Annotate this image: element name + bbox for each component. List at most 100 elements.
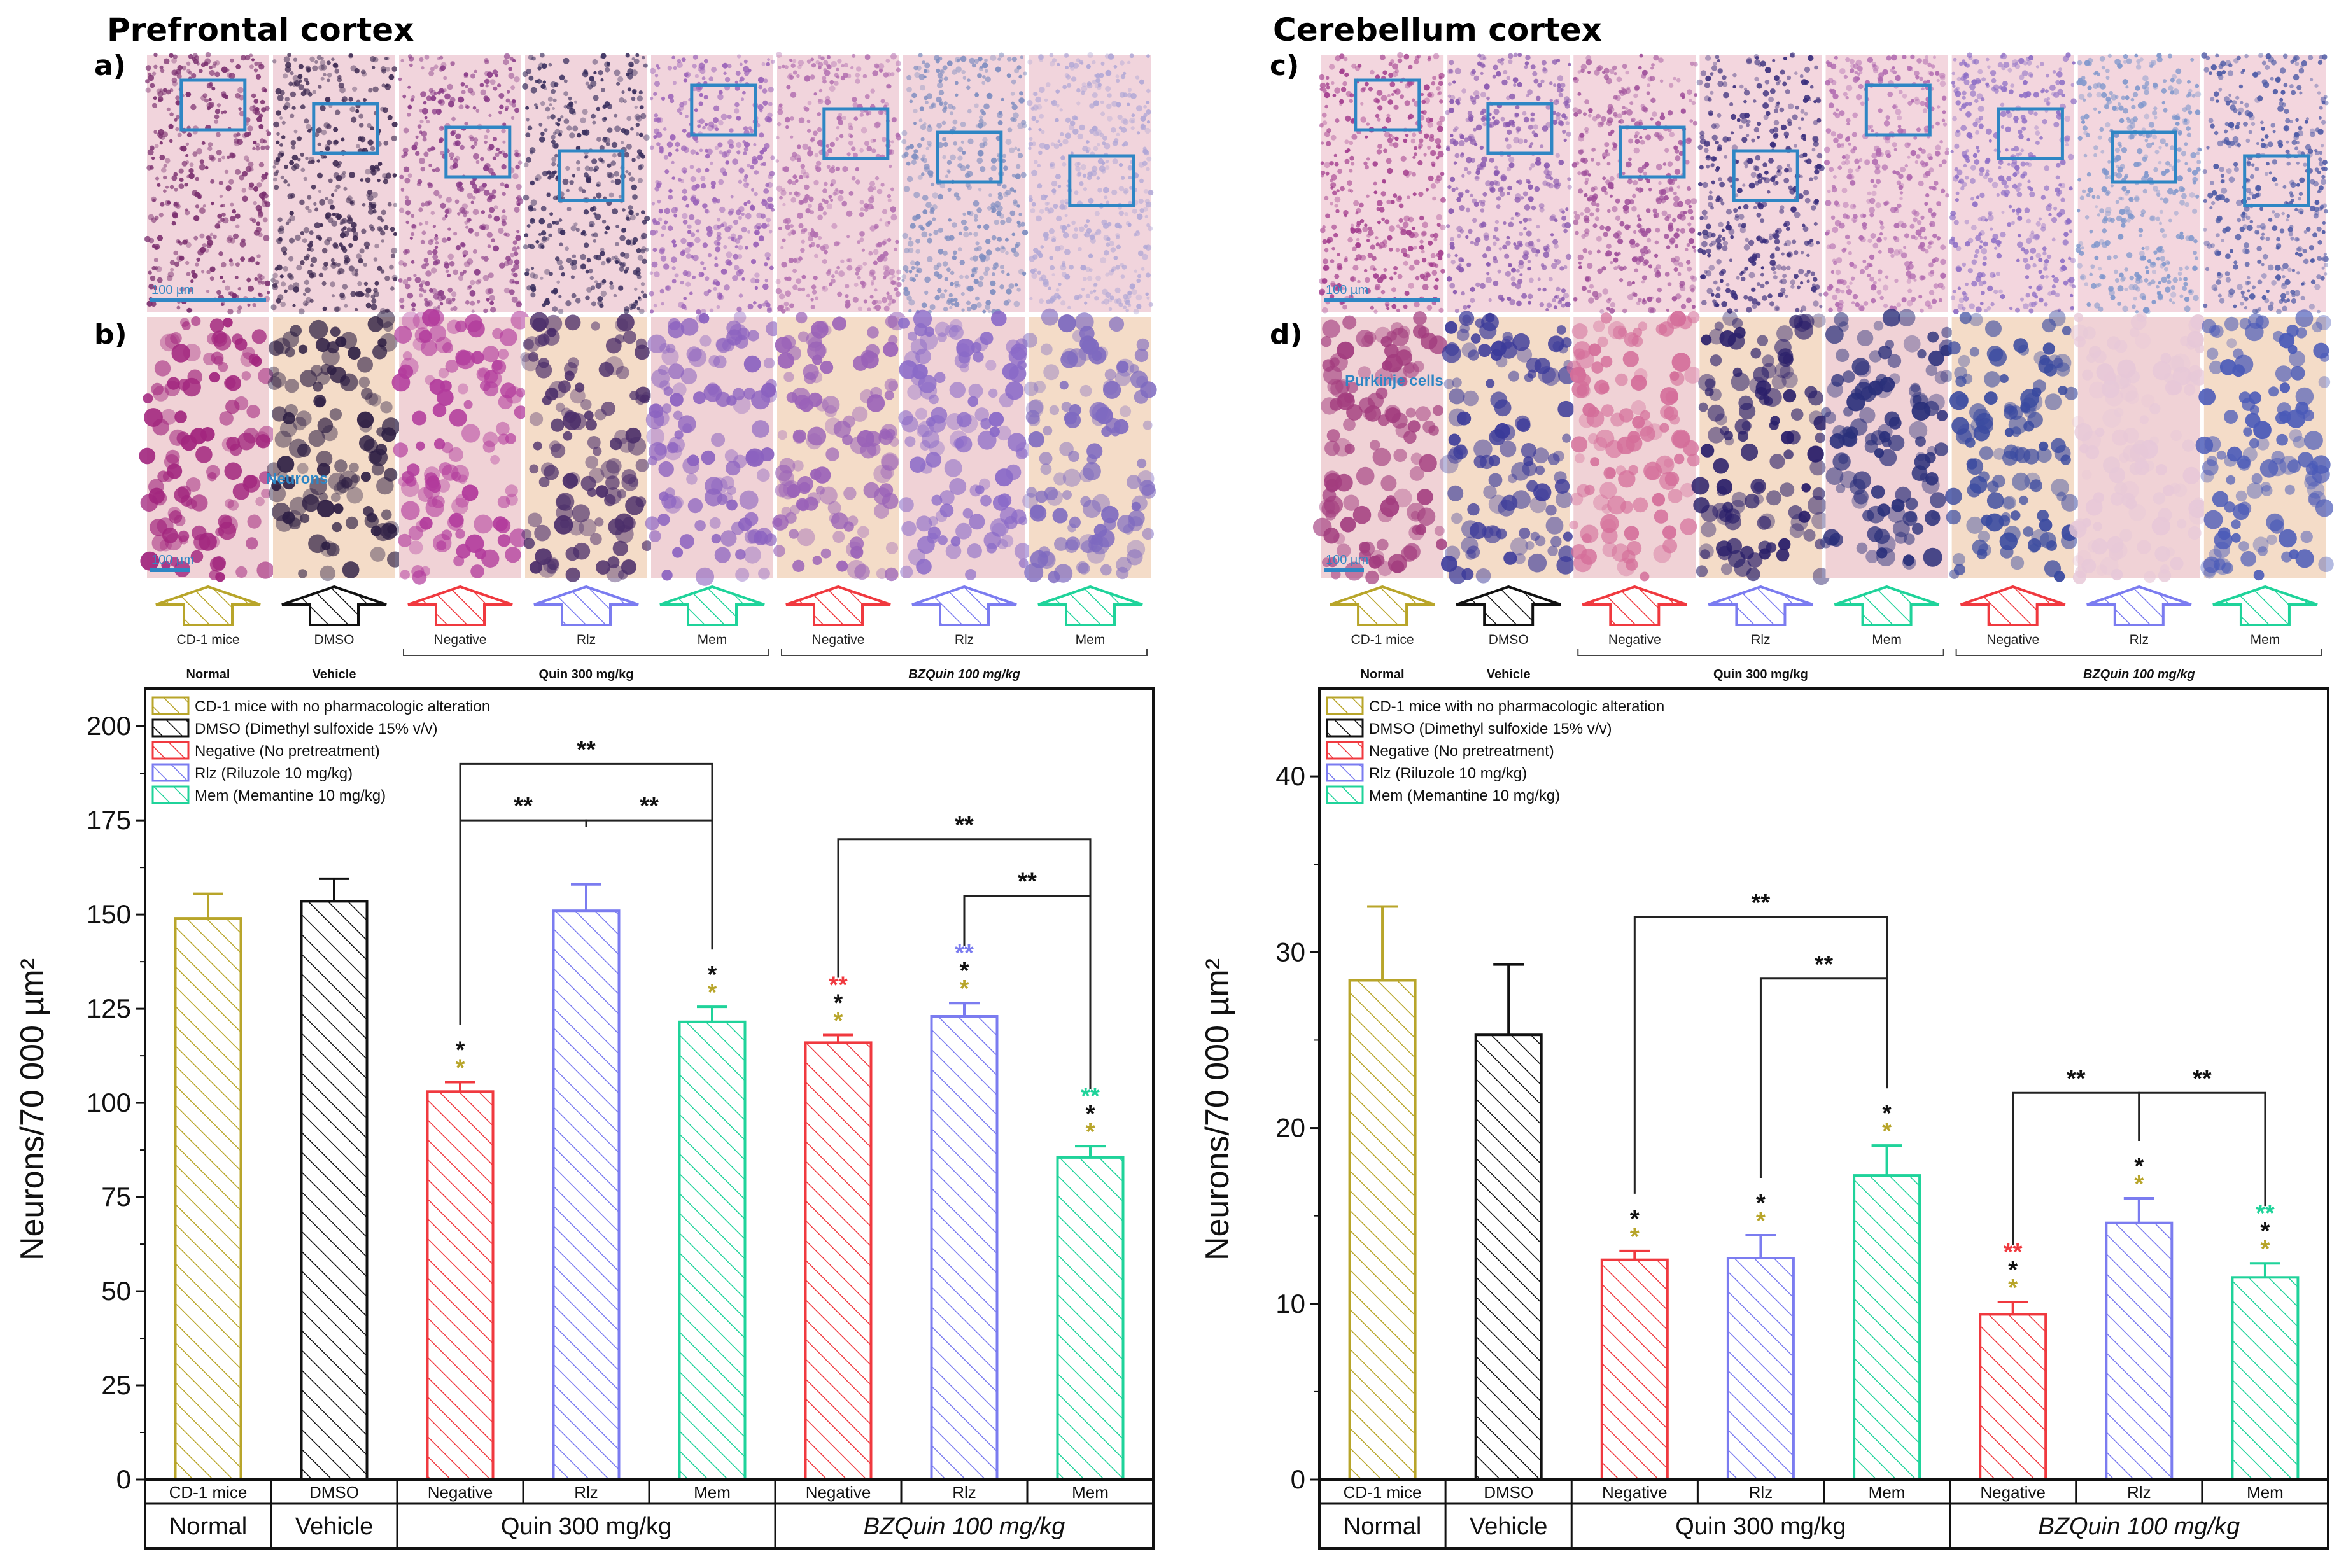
cell-dot — [762, 100, 768, 106]
cell-dot — [604, 61, 610, 68]
cell-dot — [1107, 116, 1113, 122]
cell-dot — [980, 109, 985, 113]
cell-dot — [514, 259, 520, 265]
cell-dot — [439, 99, 444, 104]
cell-dot — [383, 468, 398, 482]
cell-dot — [609, 281, 614, 285]
cell-dot — [1006, 272, 1010, 276]
micrograph-top-6 — [775, 52, 902, 314]
cell-dot — [1393, 271, 1397, 275]
cell-dot — [470, 564, 484, 578]
cell-dot — [690, 149, 696, 155]
cell-dot — [365, 293, 370, 298]
cell-dot — [1386, 113, 1391, 118]
cell-dot — [485, 288, 492, 295]
cell-dot — [604, 101, 610, 107]
cell-dot — [168, 123, 174, 129]
cell-dot — [1100, 100, 1104, 104]
cell-dot — [540, 83, 546, 89]
cell-dot — [496, 421, 510, 436]
cell-dot — [237, 287, 241, 291]
cell-dot — [779, 458, 796, 474]
cell-dot — [661, 494, 677, 509]
cell-dot — [777, 430, 787, 440]
cell-dot — [692, 199, 699, 206]
cell-dot — [189, 162, 194, 167]
cell-dot — [310, 159, 315, 164]
cell-dot — [799, 174, 804, 179]
cell-dot — [1337, 169, 1343, 174]
arrow-group-label: Vehicle — [313, 668, 356, 682]
cell-dot — [768, 102, 773, 106]
cell-dot — [1403, 169, 1410, 176]
cell-dot — [727, 139, 734, 146]
cell-dot — [878, 68, 883, 73]
cell-dot — [206, 235, 211, 241]
cell-dot — [764, 279, 768, 283]
cell-dot — [575, 382, 585, 393]
cell-dot — [530, 244, 535, 249]
cell-dot — [1136, 338, 1149, 351]
cell-dot — [1419, 239, 1424, 244]
cell-dot — [926, 125, 933, 132]
cell-dot — [221, 91, 227, 97]
cell-dot — [276, 110, 282, 116]
cell-dot — [191, 73, 197, 79]
cell-dot — [714, 145, 719, 150]
cell-dot — [1010, 91, 1015, 96]
cell-dot — [633, 237, 638, 243]
cell-dot — [1055, 173, 1061, 179]
cell-dot — [1036, 215, 1042, 222]
cell-dot — [679, 534, 694, 549]
cell-dot — [592, 120, 596, 125]
cell-dot — [1052, 508, 1068, 524]
cell-dot — [433, 190, 440, 197]
cell-dot — [1123, 141, 1128, 146]
cell-dot — [423, 289, 427, 293]
cell-dot — [444, 261, 449, 265]
legend-swatch — [151, 696, 190, 715]
cell-dot — [180, 318, 190, 327]
cell-dot — [1119, 92, 1126, 98]
cell-dot — [1417, 146, 1422, 150]
cell-dot — [1024, 563, 1044, 582]
cell-dot — [639, 132, 643, 137]
cell-dot — [834, 241, 839, 247]
cell-dot — [908, 270, 913, 274]
cell-dot — [1381, 217, 1385, 221]
cell-dot — [412, 311, 431, 330]
cell-dot — [500, 382, 516, 399]
cell-dot — [1076, 88, 1081, 93]
cell-dot — [1377, 117, 1381, 122]
cell-dot — [1388, 73, 1394, 78]
cell-dot — [1120, 74, 1126, 80]
cell-dot — [855, 78, 860, 84]
cell-dot — [470, 144, 475, 150]
cell-dot — [316, 55, 322, 60]
cell-dot — [548, 62, 552, 67]
cell-dot — [1038, 128, 1042, 132]
micrograph-top-7 — [901, 52, 1029, 315]
cell-dot — [335, 109, 341, 115]
cell-dot — [1372, 447, 1391, 466]
cell-dot — [1398, 218, 1403, 223]
cell-dot — [237, 139, 243, 146]
cell-dot — [488, 167, 494, 174]
cell-dot — [1075, 165, 1081, 172]
cell-dot — [492, 69, 498, 75]
cell-dot — [377, 162, 383, 166]
cell-dot — [278, 225, 284, 232]
cell-dot — [211, 201, 214, 206]
cell-dot — [271, 480, 282, 491]
cell-dot — [698, 101, 703, 106]
cell-dot — [516, 246, 520, 250]
cell-dot — [178, 168, 184, 174]
cell-dot — [804, 184, 810, 190]
cell-dot — [1349, 294, 1354, 300]
cell-dot — [1146, 109, 1151, 115]
cell-dot — [659, 149, 664, 154]
cell-dot — [689, 214, 695, 220]
cell-dot — [295, 234, 301, 241]
cell-dot — [475, 160, 480, 164]
cell-dot — [171, 77, 178, 83]
